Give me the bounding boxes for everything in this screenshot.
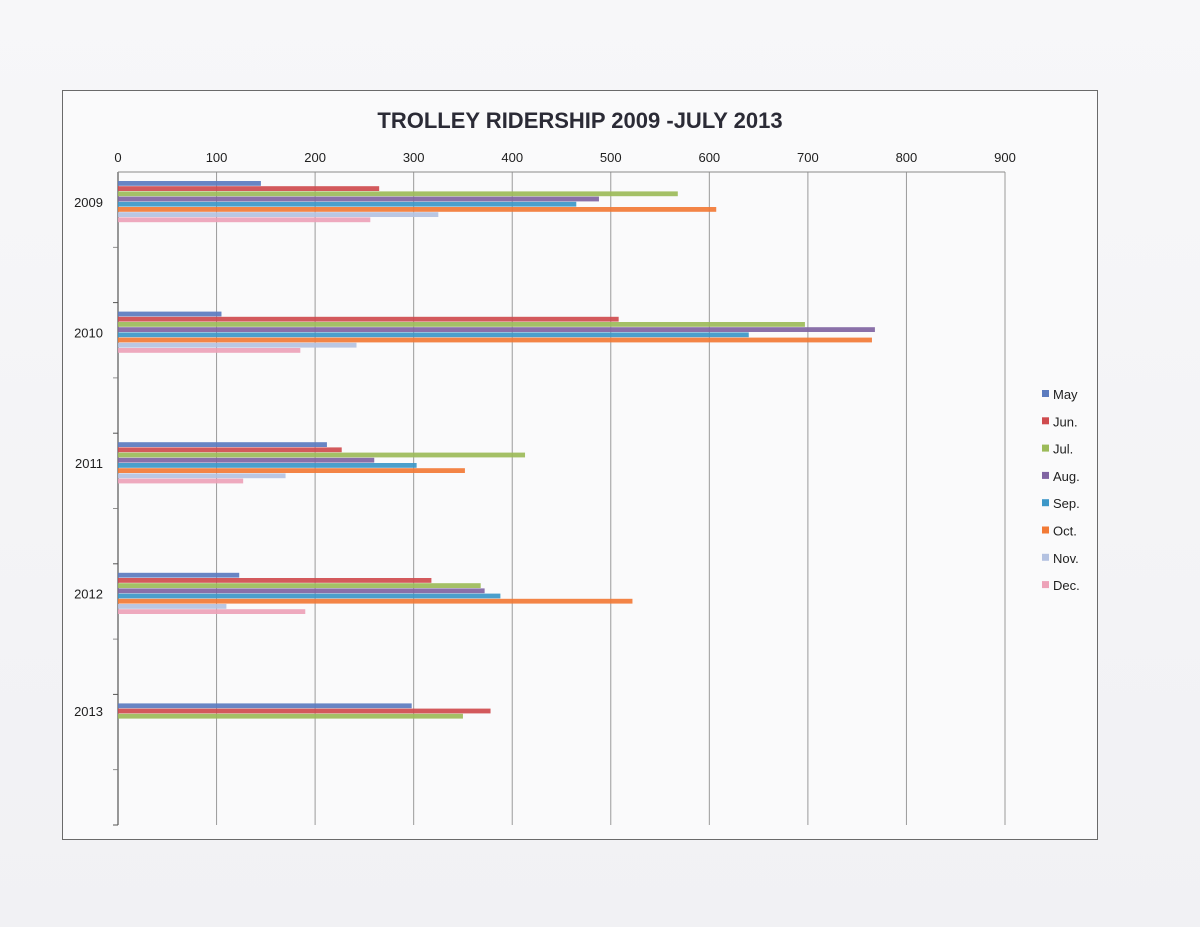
bar-2010-dec — [118, 348, 301, 353]
chart-title: TROLLEY RIDERSHIP 2009 -JULY 2013 — [377, 108, 782, 133]
bar-2011-oct — [118, 468, 465, 473]
legend-label: Aug. — [1053, 469, 1080, 484]
bar-2009-sep — [118, 201, 577, 207]
bar-2012-jun — [118, 578, 432, 583]
bar-2010-sep — [118, 332, 749, 338]
x-tick-label: 100 — [206, 150, 228, 165]
legend-swatch-aug — [1042, 471, 1049, 479]
bar-2012-may — [118, 572, 240, 578]
bar-2010-may — [118, 311, 222, 317]
bar-2009-jul — [118, 191, 678, 197]
x-tick-label: 600 — [698, 150, 720, 165]
bars — [118, 181, 875, 719]
x-tick-label: 800 — [896, 150, 918, 165]
x-tick-label: 700 — [797, 150, 819, 165]
legend-label: Nov. — [1053, 551, 1079, 566]
legend: May Jun. Jul. Aug. Sep. Oct. Nov. Dec. — [1042, 387, 1080, 593]
legend-swatch-sep — [1042, 499, 1049, 507]
bar-2011-jul — [118, 452, 526, 458]
legend-swatch-dec — [1042, 581, 1049, 589]
bar-2010-oct — [118, 337, 872, 343]
legend-label: May — [1053, 387, 1078, 402]
bar-2012-dec — [118, 609, 306, 614]
x-tick-label: 900 — [994, 150, 1016, 165]
x-tick-label: 500 — [600, 150, 622, 165]
bar-2013-jun — [118, 708, 491, 714]
bar-2012-oct — [118, 598, 633, 604]
bar-2011-nov — [118, 473, 286, 479]
bar-2010-nov — [118, 342, 357, 348]
x-tick-label: 400 — [501, 150, 523, 165]
category-label-2010: 2010 — [74, 325, 103, 340]
legend-swatch-jun — [1042, 417, 1049, 425]
category-label-2012: 2012 — [74, 587, 103, 602]
bar-2012-aug — [118, 588, 485, 594]
bar-2011-sep — [118, 463, 417, 468]
category-label-2013: 2013 — [74, 704, 103, 719]
legend-swatch-jul — [1042, 444, 1049, 452]
bar-2012-jul — [118, 583, 481, 588]
bar-2010-jul — [118, 322, 805, 327]
category-label-2011: 2011 — [75, 456, 103, 471]
bar-2010-jun — [118, 316, 619, 322]
bar-2011-dec — [118, 478, 244, 484]
x-tick-label: 200 — [304, 150, 326, 165]
y-axis-categories: 2009 2010 2011 2012 2013 — [74, 195, 118, 826]
bar-2011-jun — [118, 447, 342, 453]
legend-swatch-nov — [1042, 553, 1049, 561]
legend-label: Oct. — [1053, 524, 1077, 539]
x-axis-ticks: 0 100 200 300 400 500 600 700 800 900 — [114, 150, 1015, 165]
bar-2011-may — [118, 442, 327, 447]
bar-2009-oct — [118, 207, 717, 212]
x-tick-label: 300 — [403, 150, 425, 165]
bar-2010-aug — [118, 327, 875, 332]
bar-2009-nov — [118, 212, 439, 217]
bar-2009-dec — [118, 217, 371, 223]
legend-swatch-may — [1042, 390, 1049, 397]
legend-swatch-oct — [1042, 526, 1049, 534]
bar-2009-may — [118, 181, 261, 186]
bar-2012-nov — [118, 604, 227, 609]
gridlines — [117, 171, 1006, 825]
bar-2011-aug — [118, 457, 375, 463]
legend-label: Dec. — [1053, 578, 1080, 593]
bar-2013-may — [118, 703, 412, 709]
x-tick-label: 0 — [114, 150, 121, 165]
bar-2009-aug — [118, 196, 599, 202]
bar-2013-jul — [118, 713, 463, 719]
legend-label: Jun. — [1053, 414, 1078, 429]
legend-label: Jul. — [1053, 442, 1073, 457]
bar-2012-sep — [118, 593, 501, 599]
bar-2009-jun — [118, 186, 380, 191]
legend-label: Sep. — [1053, 496, 1080, 511]
category-label-2009: 2009 — [74, 195, 103, 210]
